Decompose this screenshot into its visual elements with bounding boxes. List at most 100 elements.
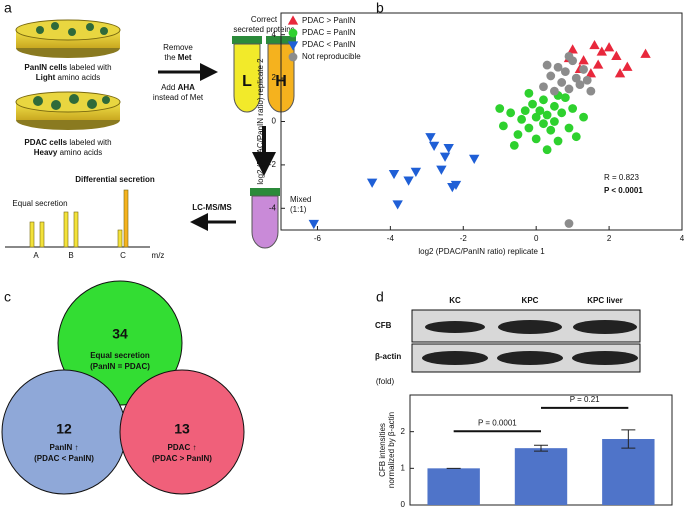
y-tick-label: 2 [272, 73, 277, 82]
caption: PDAC cells labeled with [24, 138, 111, 147]
caption-part: amino acids [58, 73, 101, 82]
point [579, 65, 588, 74]
y-tick-label: -2 [269, 160, 277, 169]
point [589, 39, 600, 50]
point [550, 117, 559, 126]
x-axis-label: log2 (PDAC/PanIN ratio) replicate 1 [418, 247, 545, 256]
x-tick-label: -2 [460, 234, 468, 243]
legend-marker [288, 52, 298, 62]
point [450, 180, 462, 191]
venn-text: PanIN ↑ [50, 443, 79, 452]
venn-text: (PDAC < PanIN) [34, 454, 94, 463]
point [567, 44, 578, 54]
y-tick-label: 0 [272, 117, 277, 126]
point [560, 67, 570, 76]
point [564, 219, 574, 228]
point [539, 82, 548, 92]
point [403, 176, 414, 186]
venn: 34 Equal secretion (PanIN = PDAC) 12 Pan… [1, 280, 245, 495]
step-part: Met [178, 53, 192, 62]
y-tick-label: 2 [401, 427, 406, 436]
count: 12 [56, 421, 72, 437]
point [509, 140, 519, 150]
venn-text: PDAC ↑ [168, 443, 197, 452]
point [524, 123, 534, 133]
caption-part: amino acids [60, 148, 103, 157]
point [469, 154, 480, 164]
point [578, 55, 589, 65]
point [495, 104, 505, 113]
point [498, 121, 508, 131]
point [596, 46, 607, 56]
point [603, 42, 615, 52]
step-part: the [164, 53, 176, 62]
point [542, 145, 552, 155]
caption: PanIN cells labeled with [24, 63, 111, 72]
count: 13 [174, 421, 190, 437]
caption: Heavy amino acids [34, 148, 103, 157]
y-tick-label: 1 [401, 463, 406, 472]
point [571, 73, 581, 83]
point [513, 130, 523, 139]
caption: Light amino acids [36, 73, 100, 82]
annotation: P < 0.0001 [604, 186, 643, 195]
step: LC-MS/MS [192, 203, 232, 212]
point [425, 133, 436, 143]
bar [602, 439, 655, 505]
point [539, 119, 548, 129]
lane-label: KC [449, 296, 461, 305]
legend-marker [287, 15, 299, 25]
point [557, 108, 567, 118]
point [506, 108, 516, 118]
point [575, 80, 585, 90]
step: Correct [251, 15, 278, 24]
y-tick-label: 0 [401, 500, 406, 509]
point [550, 86, 559, 96]
venn-text: (PanIN = PDAC) [90, 362, 150, 371]
point [535, 106, 545, 116]
point [531, 134, 541, 144]
step: (1:1) [290, 205, 307, 214]
point [531, 112, 541, 122]
panel-label: a [4, 0, 12, 16]
row-label: β-actin [375, 352, 401, 361]
caption-part: Heavy [34, 148, 58, 157]
point [428, 141, 440, 151]
step: Mixed [290, 195, 311, 204]
annotation: R = 0.823 [604, 173, 639, 182]
point [392, 200, 403, 210]
legend-label: Not reproducible [302, 52, 361, 61]
point [586, 86, 596, 96]
point [443, 143, 454, 154]
legend-label: PDAC = PanIN [302, 28, 356, 37]
point [564, 123, 574, 133]
point [546, 125, 556, 135]
y-tick-label: -4 [269, 203, 277, 212]
point [640, 48, 651, 58]
step: Differential secretion [75, 175, 155, 184]
peak [123, 189, 129, 248]
panel-label: c [4, 289, 11, 305]
count: 34 [112, 326, 128, 342]
point [546, 71, 556, 81]
panel-label: d [376, 289, 384, 305]
legend-marker [288, 28, 298, 38]
tube [251, 195, 279, 249]
tube-label: L [242, 73, 252, 90]
y-axis-label: log2 (PDAC/PanIN ratio) replicate 2 [256, 58, 265, 185]
step: Remove [163, 43, 193, 52]
point [585, 68, 597, 78]
point [560, 93, 570, 103]
error-bar [534, 444, 548, 452]
point [553, 136, 563, 146]
caption-part: PanIN cells [24, 63, 67, 72]
point [557, 78, 567, 87]
lane-label: KPC liver [587, 296, 623, 305]
point [410, 167, 422, 178]
step: Add AHA [161, 83, 195, 92]
tube-cap [250, 188, 280, 196]
point [614, 68, 626, 78]
point [517, 114, 526, 124]
